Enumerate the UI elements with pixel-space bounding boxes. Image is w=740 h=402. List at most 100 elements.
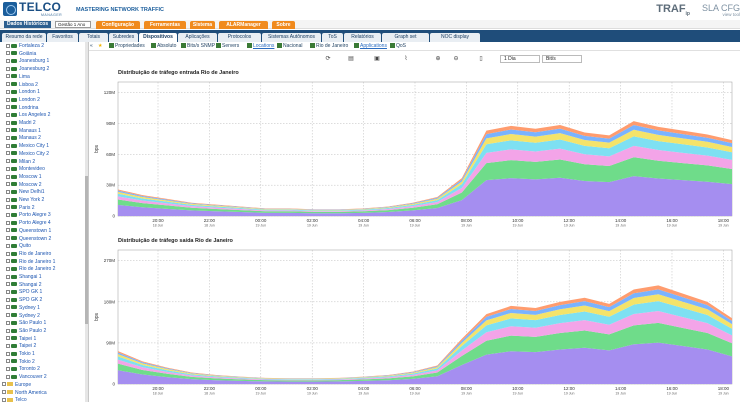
tree-item[interactable]: Paris 2 [6,205,35,212]
expand-icon[interactable] [6,228,10,233]
expand-icon[interactable] [6,320,10,325]
tab-3[interactable]: Subredes [109,33,138,42]
tree-item[interactable]: New York 2 [6,197,44,204]
tree-item[interactable]: SPO GK 2 [6,297,42,304]
image-icon[interactable]: ▣ [374,56,380,62]
tree-item[interactable]: Londrina [6,105,38,112]
subtool-item[interactable]: Locations [247,43,274,50]
back-icon[interactable]: « [90,43,93,49]
tree-folder[interactable]: Telco [2,397,27,402]
expand-icon[interactable] [6,89,10,94]
expand-icon[interactable] [6,182,10,187]
tree-item[interactable]: São Paulo 1 [6,320,46,327]
chart-type-icon[interactable]: ⌇ [404,56,408,62]
expand-icon[interactable] [6,374,10,379]
expand-icon[interactable] [6,105,10,110]
expand-icon[interactable] [6,351,10,356]
export-icon[interactable]: ▤ [348,56,354,62]
tree-item[interactable]: Manaus 2 [6,135,41,142]
menu-item[interactable]: Sobre [272,21,295,29]
expand-icon[interactable] [6,251,10,256]
tree-item[interactable]: Vancouver 2 [6,374,47,381]
tree-folder[interactable]: North America [2,390,47,397]
expand-icon[interactable] [6,143,10,148]
tab-8[interactable]: ToS [322,33,343,42]
star-icon[interactable]: ★ [98,43,103,49]
expand-icon[interactable] [6,112,10,117]
subtool-item[interactable]: Bits/s SNMP [181,43,215,50]
expand-icon[interactable] [2,390,6,395]
subtool-item[interactable]: Absoluto [151,43,176,50]
tree-folder[interactable]: Europe [2,382,31,389]
zoom-in-icon[interactable]: ⊕ [435,56,441,62]
expand-icon[interactable] [6,343,10,348]
expand-icon[interactable] [6,66,10,71]
expand-icon[interactable] [6,336,10,341]
expand-icon[interactable] [6,282,10,287]
expand-icon[interactable] [6,359,10,364]
expand-icon[interactable] [6,236,10,241]
tree-item[interactable]: Porto Alegre 3 [6,212,51,219]
expand-icon[interactable] [6,74,10,79]
expand-icon[interactable] [6,297,10,302]
expand-icon[interactable] [6,367,10,372]
tab-11[interactable]: NOC display [430,33,480,42]
expand-icon[interactable] [6,259,10,264]
expand-icon[interactable] [6,159,10,164]
expand-icon[interactable] [6,59,10,64]
tree-item[interactable]: Joanesburg 1 [6,58,49,65]
tree-item[interactable]: London 2 [6,97,40,104]
tree-item[interactable]: Milan 2 [6,159,35,166]
expand-icon[interactable] [6,97,10,102]
expand-icon[interactable] [6,189,10,194]
expand-icon[interactable] [6,266,10,271]
tree-item[interactable]: Moscow 2 [6,182,42,189]
tab-0[interactable]: Resumo da rede [2,33,46,42]
expand-icon[interactable] [6,166,10,171]
tree-item[interactable]: Quito [6,243,31,250]
tree-item[interactable]: Joanesburg 2 [6,66,49,73]
tree-item[interactable]: Madri 2 [6,120,36,127]
menu-item[interactable]: Configuração [96,21,140,29]
expand-icon[interactable] [6,313,10,318]
tree-item[interactable]: Porto Alegre 4 [6,220,51,227]
tree-item[interactable]: SPO GK 1 [6,289,42,296]
subtool-item[interactable]: QoS [390,43,406,50]
subtool-item[interactable]: Rio de Janeiro [310,43,348,50]
tree-item[interactable]: Rio de Janeiro [6,251,51,258]
tree-item[interactable]: Fortaleza 2 [6,43,44,50]
expand-icon[interactable] [6,290,10,295]
subtool-item[interactable]: Nacional [277,43,302,50]
expand-icon[interactable] [6,243,10,248]
tree-item[interactable]: Queenstown 2 [6,236,51,243]
tree-item[interactable]: Taipei 1 [6,336,36,343]
tree-item[interactable]: Toronto 2 [6,366,40,373]
menu-item[interactable]: ALARManager [219,21,268,29]
expand-icon[interactable] [6,197,10,202]
tree-item[interactable]: Lima [6,74,30,81]
report-icon[interactable]: ▯ [479,56,483,62]
expand-icon[interactable] [6,328,10,333]
expand-icon[interactable] [6,274,10,279]
tab-10[interactable]: Graph set [382,33,429,42]
expand-icon[interactable] [6,43,10,48]
tree-item[interactable]: Rio de Janeiro 2 [6,266,55,273]
tree-item[interactable]: Shangai 2 [6,282,42,289]
tab-1[interactable]: Favoritos [47,33,78,42]
zoom-out-icon[interactable]: ⊖ [453,56,459,62]
tree-item[interactable]: Manaus 1 [6,128,41,135]
subtool-item[interactable]: Propriedades [109,43,145,50]
tree-item[interactable]: Moscow 1 [6,174,42,181]
tree-item[interactable]: Lisboa 2 [6,82,38,89]
tree-item[interactable]: Tokio 2 [6,359,35,366]
period-dropdown[interactable]: 1 Dia [500,55,540,63]
tree-item[interactable]: Taipei 2 [6,343,36,350]
expand-icon[interactable] [2,397,6,402]
expand-icon[interactable] [6,205,10,210]
expand-icon[interactable] [6,120,10,125]
expand-icon[interactable] [6,151,10,156]
expand-icon[interactable] [6,213,10,218]
expand-icon[interactable] [6,136,10,141]
sidebar-scrollbar[interactable] [85,42,88,402]
tree-item[interactable]: Queenstown 1 [6,228,51,235]
